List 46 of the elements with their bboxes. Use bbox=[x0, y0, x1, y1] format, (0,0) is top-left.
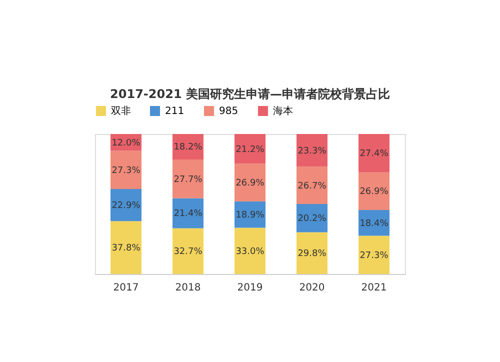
data-label: 23.3% bbox=[298, 146, 327, 156]
bar bbox=[358, 172, 390, 210]
bar bbox=[110, 150, 142, 190]
data-label: 22.9% bbox=[112, 201, 141, 212]
bar bbox=[296, 204, 328, 232]
bar bbox=[234, 164, 266, 202]
bar bbox=[296, 134, 328, 167]
data-label: 26.9% bbox=[236, 178, 265, 189]
bar bbox=[296, 166, 328, 204]
bar bbox=[172, 228, 204, 274]
data-label: 20.2% bbox=[298, 214, 327, 224]
bar bbox=[296, 232, 328, 274]
bar bbox=[358, 210, 390, 236]
data-label: 21.2% bbox=[236, 144, 265, 155]
data-label: 29.8% bbox=[298, 249, 327, 260]
bar bbox=[234, 134, 266, 164]
data-label: 26.9% bbox=[360, 187, 389, 198]
legend-label: 211 bbox=[165, 106, 184, 117]
bar bbox=[234, 228, 266, 274]
bar bbox=[358, 236, 390, 274]
data-label: 37.8% bbox=[112, 244, 141, 254]
x-tick-label: 2019 bbox=[237, 282, 263, 294]
legend-label: 海本 bbox=[273, 105, 293, 117]
data-label: 18.2% bbox=[174, 142, 203, 153]
data-label: 18.9% bbox=[236, 210, 265, 221]
bar bbox=[110, 189, 142, 222]
x-tick-label: 2020 bbox=[299, 282, 325, 294]
bar bbox=[172, 159, 204, 198]
x-tick-label: 2018 bbox=[175, 282, 201, 294]
data-label: 27.3% bbox=[112, 166, 141, 176]
x-tick-label: 2017 bbox=[113, 282, 139, 294]
x-tick-label: 2021 bbox=[361, 282, 387, 294]
data-label: 12.0% bbox=[112, 138, 141, 148]
data-label: 33.0% bbox=[236, 246, 265, 257]
legend-label: 双非 bbox=[111, 105, 131, 117]
data-label: 26.7% bbox=[298, 181, 327, 192]
data-label: 32.7% bbox=[174, 247, 203, 258]
bar bbox=[358, 134, 390, 172]
data-label: 27.3% bbox=[360, 250, 389, 261]
bar bbox=[110, 221, 142, 274]
data-label: 27.4% bbox=[360, 149, 389, 160]
data-label: 18.4% bbox=[360, 218, 389, 229]
legend-label: 985 bbox=[219, 106, 238, 117]
data-label: 21.4% bbox=[174, 209, 203, 220]
data-label: 27.7% bbox=[174, 174, 203, 185]
chart-title: 2017-2021 美国研究生申请—申请者院校背景占比 bbox=[110, 87, 390, 101]
